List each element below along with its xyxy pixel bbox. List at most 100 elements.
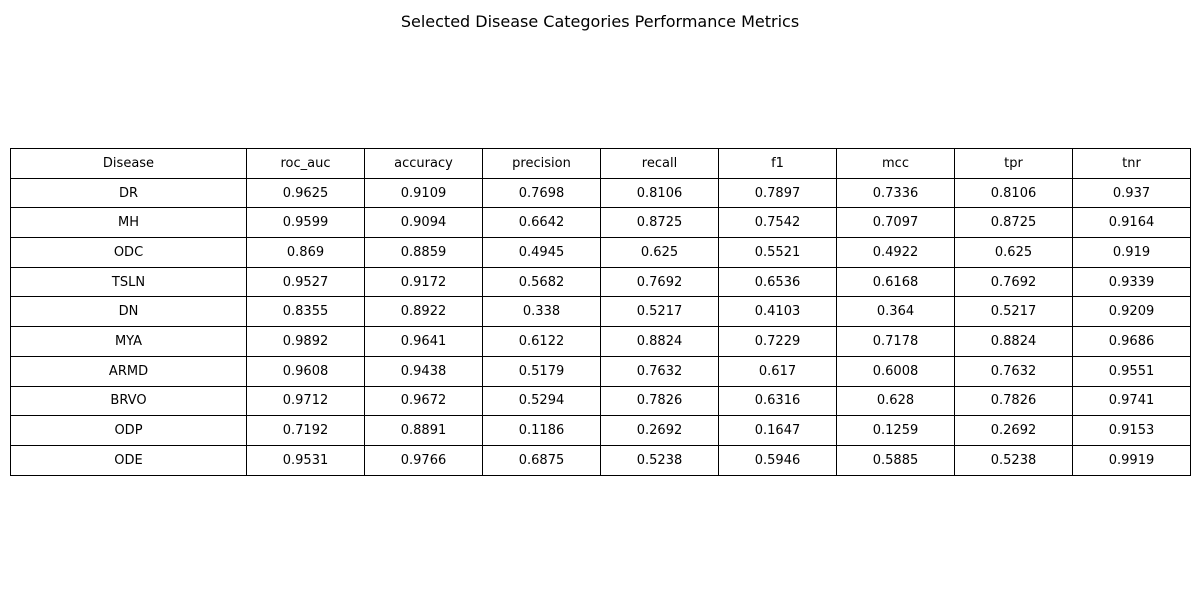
metrics-table: Disease roc_auc accuracy precision recall f1 m…	[10, 148, 1191, 476]
column-header: Disease	[10, 148, 247, 179]
metric-cell: 0.9892	[246, 326, 365, 357]
disease-cell: MH	[10, 207, 247, 239]
disease-cell: ARMD	[10, 355, 247, 387]
column-header: precision	[482, 148, 601, 179]
metric-cell: 0.5217	[954, 296, 1073, 328]
metric-cell: 0.5217	[600, 296, 719, 328]
metric-cell: 0.869	[246, 237, 365, 268]
disease-cell: DN	[10, 296, 247, 328]
metric-cell: 0.625	[600, 237, 719, 268]
metric-cell: 0.1186	[482, 415, 601, 446]
metric-cell: 0.5238	[954, 444, 1073, 476]
table-row: TSLN 0.9527 0.9172 0.5682 0.7692 0.6536 0.6168…	[10, 266, 1191, 298]
disease-cell: ODP	[10, 415, 247, 446]
metric-cell: 0.6122	[482, 326, 601, 357]
metric-cell: 0.6875	[482, 444, 601, 476]
disease-cell: DR	[10, 177, 247, 209]
metric-cell: 0.9599	[246, 207, 365, 239]
column-header: mcc	[836, 148, 955, 179]
metric-cell: 0.7097	[836, 207, 955, 239]
metric-cell: 0.1259	[836, 415, 955, 446]
table-row: DN 0.8355 0.8922 0.338 0.5217 0.4103 0.364 0.52…	[10, 296, 1191, 328]
metric-cell: 0.7897	[718, 177, 837, 209]
metric-cell: 0.9109	[364, 177, 483, 209]
metric-cell: 0.2692	[600, 415, 719, 446]
metric-cell: 0.7336	[836, 177, 955, 209]
metric-cell: 0.8922	[364, 296, 483, 328]
metric-cell: 0.9209	[1072, 296, 1191, 328]
disease-cell: BRVO	[10, 385, 247, 417]
metric-cell: 0.9712	[246, 385, 365, 417]
metric-cell: 0.9527	[246, 266, 365, 298]
metric-cell: 0.8355	[246, 296, 365, 328]
table-row: ODP 0.7192 0.8891 0.1186 0.2692 0.1647 0.1259 0…	[10, 415, 1191, 446]
table-row: MYA 0.9892 0.9641 0.6122 0.8824 0.7229 0.7178 0…	[10, 326, 1191, 357]
metric-cell: 0.9608	[246, 355, 365, 387]
metric-cell: 0.7692	[954, 266, 1073, 298]
metric-cell: 0.7632	[954, 355, 1073, 387]
metric-cell: 0.4103	[718, 296, 837, 328]
metric-cell: 0.5885	[836, 444, 955, 476]
metric-cell: 0.5521	[718, 237, 837, 268]
metric-cell: 0.9172	[364, 266, 483, 298]
metric-cell: 0.5946	[718, 444, 837, 476]
metric-cell: 0.7692	[600, 266, 719, 298]
metric-cell: 0.1647	[718, 415, 837, 446]
metric-cell: 0.628	[836, 385, 955, 417]
metric-cell: 0.9766	[364, 444, 483, 476]
table-row: MH 0.9599 0.9094 0.6642 0.8725 0.7542 0.7097 0.…	[10, 207, 1191, 239]
metric-cell: 0.9153	[1072, 415, 1191, 446]
metric-cell: 0.8725	[954, 207, 1073, 239]
metric-cell: 0.617	[718, 355, 837, 387]
metric-cell: 0.7698	[482, 177, 601, 209]
metric-cell: 0.919	[1072, 237, 1191, 268]
metric-cell: 0.5179	[482, 355, 601, 387]
table-row: ODC 0.869 0.8859 0.4945 0.625 0.5521 0.4922 0.6…	[10, 237, 1191, 268]
table-row: ODE 0.9531 0.9766 0.6875 0.5238 0.5946 0.5885 0…	[10, 444, 1191, 476]
metric-cell: 0.2692	[954, 415, 1073, 446]
disease-cell: ODC	[10, 237, 247, 268]
column-header: roc_auc	[246, 148, 365, 179]
metric-cell: 0.7229	[718, 326, 837, 357]
metric-cell: 0.6168	[836, 266, 955, 298]
table-row: BRVO 0.9712 0.9672 0.5294 0.7826 0.6316 0.628 0…	[10, 385, 1191, 417]
metric-cell: 0.7632	[600, 355, 719, 387]
metric-cell: 0.364	[836, 296, 955, 328]
metric-cell: 0.9531	[246, 444, 365, 476]
metric-cell: 0.7178	[836, 326, 955, 357]
disease-cell: MYA	[10, 326, 247, 357]
metric-cell: 0.6316	[718, 385, 837, 417]
metric-cell: 0.7826	[600, 385, 719, 417]
metric-cell: 0.937	[1072, 177, 1191, 209]
metric-cell: 0.7192	[246, 415, 365, 446]
metrics-table-container: Disease roc_auc accuracy precision recall f1 m…	[10, 148, 1191, 476]
chart-title: Selected Disease Categories Performance …	[400, 12, 800, 31]
metric-cell: 0.9094	[364, 207, 483, 239]
metric-cell: 0.9672	[364, 385, 483, 417]
metric-cell: 0.4922	[836, 237, 955, 268]
metric-cell: 0.8106	[600, 177, 719, 209]
metric-cell: 0.8859	[364, 237, 483, 268]
column-header: accuracy	[364, 148, 483, 179]
table-body: DR 0.9625 0.9109 0.7698 0.8106 0.7897 0.7336 0.…	[10, 177, 1191, 476]
metric-cell: 0.5682	[482, 266, 601, 298]
metric-cell: 0.9551	[1072, 355, 1191, 387]
metric-cell: 0.6536	[718, 266, 837, 298]
metric-cell: 0.7826	[954, 385, 1073, 417]
table-header-row: Disease roc_auc accuracy precision recall f1 m…	[10, 148, 1191, 179]
metric-cell: 0.8891	[364, 415, 483, 446]
metric-cell: 0.5238	[600, 444, 719, 476]
metric-cell: 0.9741	[1072, 385, 1191, 417]
metric-cell: 0.5294	[482, 385, 601, 417]
metric-cell: 0.8725	[600, 207, 719, 239]
metric-cell: 0.9919	[1072, 444, 1191, 476]
metric-cell: 0.4945	[482, 237, 601, 268]
table-row: DR 0.9625 0.9109 0.7698 0.8106 0.7897 0.7336 0.…	[10, 177, 1191, 209]
column-header: f1	[718, 148, 837, 179]
column-header: tnr	[1072, 148, 1191, 179]
metric-cell: 0.8824	[600, 326, 719, 357]
disease-cell: ODE	[10, 444, 247, 476]
metric-cell: 0.9438	[364, 355, 483, 387]
metric-cell: 0.9164	[1072, 207, 1191, 239]
disease-cell: TSLN	[10, 266, 247, 298]
